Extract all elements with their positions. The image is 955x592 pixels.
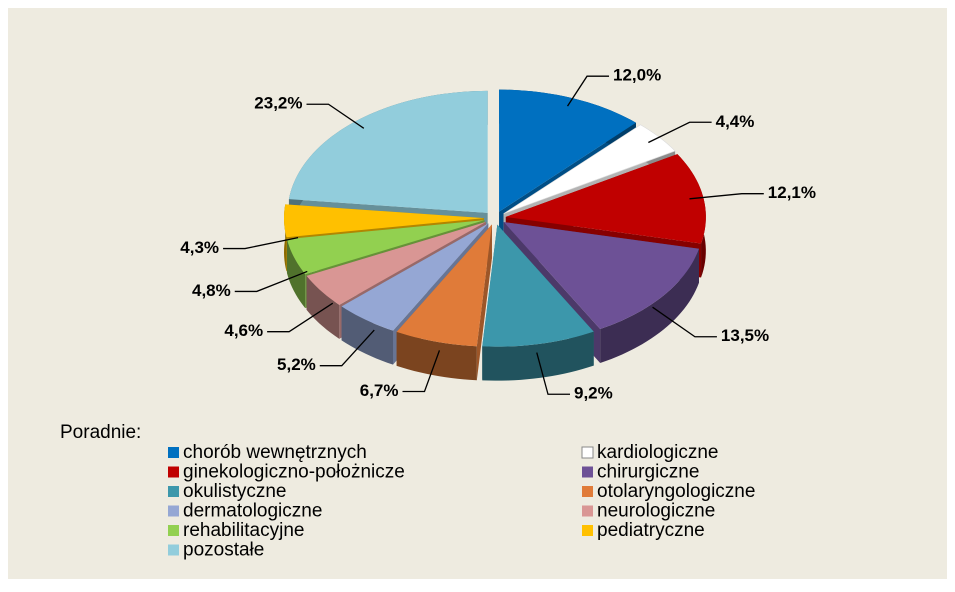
data-label: 6,7%: [360, 381, 399, 400]
leader-line: [319, 329, 375, 367]
slice-side: [476, 224, 492, 381]
leader-line: [223, 237, 299, 250]
data-label: 4,3%: [180, 238, 219, 257]
data-label: 4,4%: [716, 112, 755, 131]
leader-line: [306, 103, 365, 129]
slice-tops: [284, 89, 706, 347]
legend-label: chirurgiczne: [597, 462, 699, 483]
legend-swatch: [168, 466, 179, 478]
leader-line: [566, 75, 610, 107]
slice: [396, 224, 492, 347]
leader-line: [689, 193, 764, 200]
data-label: 4,8%: [192, 281, 231, 300]
data-label: 23,2%: [254, 94, 302, 113]
slice-side: [286, 239, 306, 309]
leader-line: [402, 350, 441, 393]
leader-line: [267, 302, 334, 333]
slice: [505, 154, 706, 244]
legend-label: pediatryczne: [597, 520, 705, 541]
legend-swatch: [168, 544, 179, 556]
slice-side: [306, 275, 340, 339]
legend-swatch: [581, 446, 594, 459]
data-label: 9,2%: [574, 384, 613, 403]
legend-label: otolaryngologiczne: [597, 481, 755, 502]
slice: [503, 222, 699, 330]
legend-swatch: [168, 525, 179, 536]
slice: [499, 89, 636, 212]
legend-swatch: [168, 505, 179, 517]
slice: [284, 204, 485, 238]
legend-label: okulistyczne: [183, 481, 287, 502]
slice-side: [600, 248, 699, 364]
slice: [286, 220, 485, 275]
legend-label: pozostałe: [183, 540, 264, 561]
legend-label: ginekologiczno-położnicze: [183, 462, 405, 483]
data-label: 12,0%: [613, 66, 661, 85]
legend-title: Poradnie:: [60, 422, 141, 443]
data-label: 4,6%: [224, 321, 263, 340]
leader-line: [648, 121, 712, 144]
legend-label: neurologiczne: [597, 501, 715, 522]
slice: [306, 221, 486, 305]
legend-label: chorób wewnętrznych: [183, 442, 367, 463]
legend-label: rehabilitacyjne: [183, 520, 304, 541]
slice-side: [341, 306, 394, 365]
slice: [288, 90, 488, 213]
legend-label: kardiologiczne: [597, 442, 718, 463]
data-label: 5,2%: [277, 355, 316, 374]
leader-line: [234, 270, 308, 293]
legend-label: dermatologiczne: [183, 501, 322, 522]
slice: [482, 224, 594, 347]
slice: [341, 223, 489, 331]
legend-swatch: [582, 486, 593, 497]
leader-line: [652, 306, 717, 338]
legend-swatch: [168, 447, 179, 458]
leader-line: [536, 352, 571, 395]
data-label: 13,5%: [721, 326, 769, 345]
legend-swatch: [582, 525, 593, 536]
data-label: 12,1%: [768, 183, 816, 202]
legend-swatch: [582, 505, 593, 517]
legend-swatch: [168, 486, 179, 497]
legend-swatch: [582, 466, 593, 478]
